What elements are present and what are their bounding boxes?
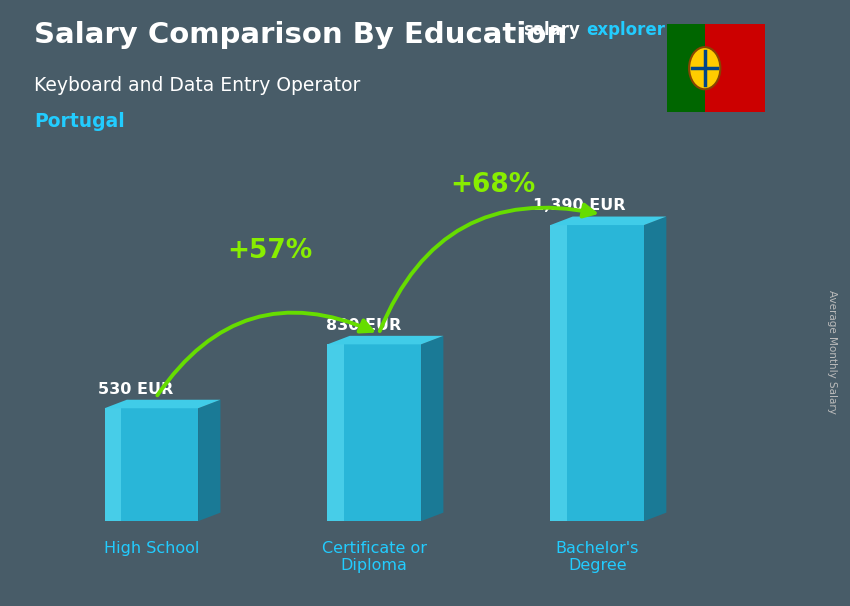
Text: 1,390 EUR: 1,390 EUR bbox=[533, 198, 626, 213]
Bar bbox=[551, 225, 567, 521]
Bar bbox=[551, 225, 644, 521]
Text: Portugal: Portugal bbox=[34, 112, 125, 131]
Bar bbox=[105, 408, 122, 521]
Text: +57%: +57% bbox=[227, 238, 312, 264]
Text: salary: salary bbox=[523, 21, 580, 39]
Text: Salary Comparison By Education: Salary Comparison By Education bbox=[34, 21, 567, 49]
Text: 830 EUR: 830 EUR bbox=[326, 318, 400, 333]
Text: 530 EUR: 530 EUR bbox=[98, 382, 173, 396]
Text: Keyboard and Data Entry Operator: Keyboard and Data Entry Operator bbox=[34, 76, 360, 95]
Text: .com: .com bbox=[666, 21, 711, 39]
Bar bbox=[327, 344, 344, 521]
Polygon shape bbox=[644, 216, 666, 521]
Bar bbox=[705, 24, 765, 112]
Polygon shape bbox=[198, 400, 220, 521]
Bar bbox=[105, 408, 198, 521]
FancyBboxPatch shape bbox=[663, 19, 769, 118]
Bar bbox=[667, 24, 705, 112]
Text: +68%: +68% bbox=[450, 173, 535, 198]
Text: Average Monthly Salary: Average Monthly Salary bbox=[827, 290, 837, 413]
Polygon shape bbox=[327, 336, 444, 344]
Text: explorer: explorer bbox=[586, 21, 666, 39]
Circle shape bbox=[689, 47, 720, 89]
Polygon shape bbox=[421, 336, 444, 521]
Bar bbox=[327, 344, 421, 521]
Polygon shape bbox=[105, 400, 220, 408]
Polygon shape bbox=[551, 216, 666, 225]
